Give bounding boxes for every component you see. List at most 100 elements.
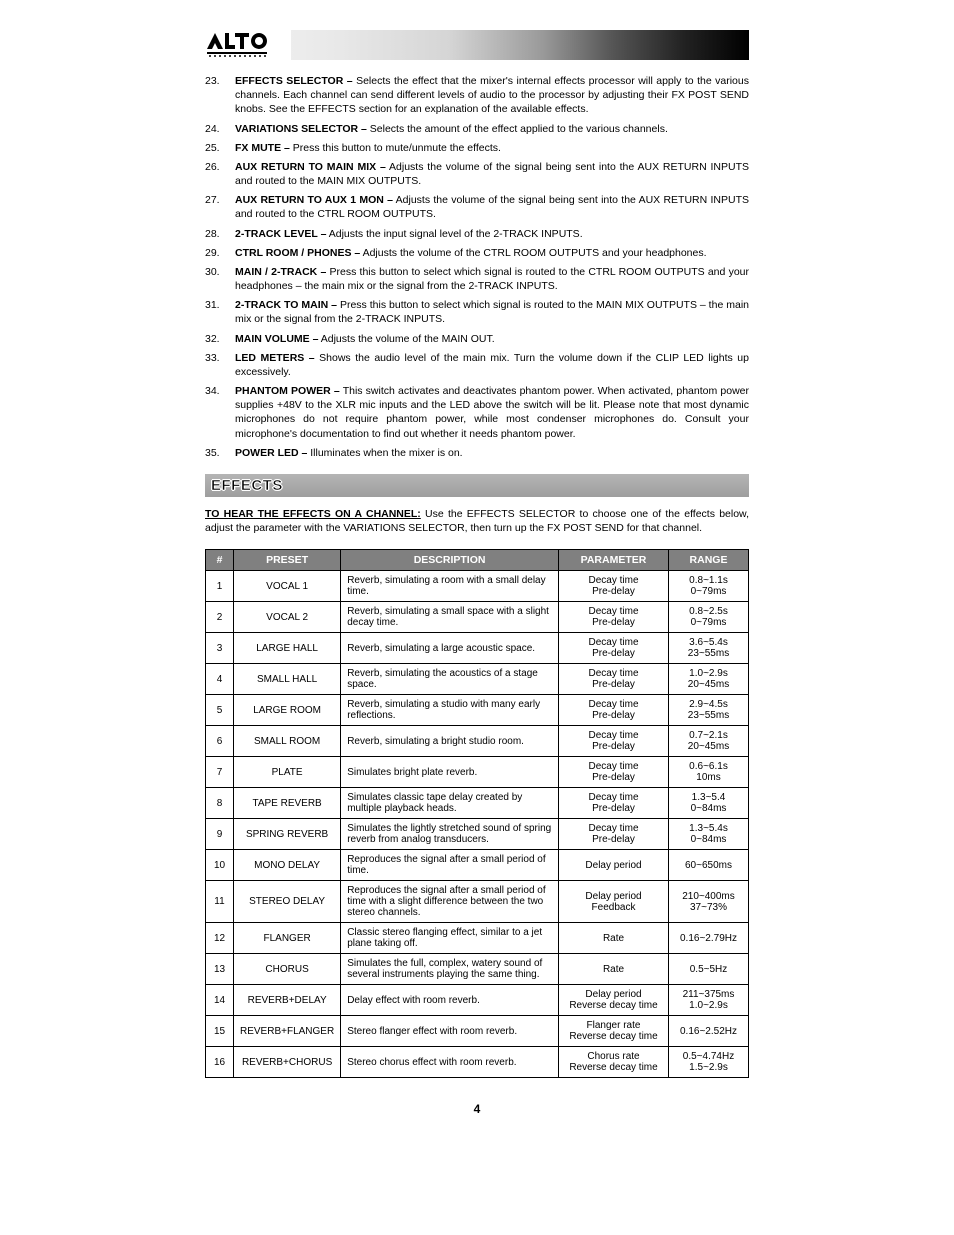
cell-description: Reverb, simulating a bright studio room. (341, 726, 559, 757)
cell-description: Stereo flanger effect with room reverb. (341, 1016, 559, 1047)
definition-item: 27.AUX RETURN TO AUX 1 MON – Adjusts the… (205, 193, 749, 221)
cell-range: 3.6~5.4s 23~55ms (669, 633, 749, 664)
definition-body: 2-TRACK TO MAIN – Press this button to s… (235, 298, 749, 326)
table-row: 9SPRING REVERBSimulates the lightly stre… (206, 819, 749, 850)
definition-body: PHANTOM POWER – This switch activates an… (235, 384, 749, 441)
definition-number: 32. (205, 332, 235, 346)
definition-number: 27. (205, 193, 235, 221)
cell-preset: VOCAL 1 (234, 571, 341, 602)
definition-body: VARIATIONS SELECTOR – Selects the amount… (235, 122, 749, 136)
definition-item: 32.MAIN VOLUME – Adjusts the volume of t… (205, 332, 749, 346)
table-header: PRESET (234, 550, 341, 571)
definition-title: CTRL ROOM / PHONES – (235, 247, 360, 259)
definition-title: MAIN VOLUME – (235, 333, 318, 345)
header-gradient (205, 30, 749, 60)
cell-preset: VOCAL 2 (234, 602, 341, 633)
definition-number: 35. (205, 446, 235, 460)
cell-preset: SMALL ROOM (234, 726, 341, 757)
cell-number: 4 (206, 664, 234, 695)
cell-parameter: Decay time Pre-delay (559, 757, 669, 788)
cell-number: 15 (206, 1016, 234, 1047)
section-heading-bar: EFFECTS (205, 474, 749, 497)
cell-description: Delay effect with room reverb. (341, 985, 559, 1016)
definition-item: 24.VARIATIONS SELECTOR – Selects the amo… (205, 122, 749, 136)
table-row: 14REVERB+DELAYDelay effect with room rev… (206, 985, 749, 1016)
cell-preset: LARGE ROOM (234, 695, 341, 726)
table-header: # (206, 550, 234, 571)
cell-range: 0.16~2.52Hz (669, 1016, 749, 1047)
definition-body: LED METERS – Shows the audio level of th… (235, 351, 749, 379)
definition-text: Press this button to mute/unmute the eff… (290, 142, 501, 154)
cell-parameter: Chorus rate Reverse decay time (559, 1047, 669, 1078)
table-row: 16REVERB+CHORUSStereo chorus effect with… (206, 1047, 749, 1078)
table-row: 5LARGE ROOMReverb, simulating a studio w… (206, 695, 749, 726)
cell-parameter: Delay period (559, 850, 669, 881)
cell-range: 2.9~4.5s 23~55ms (669, 695, 749, 726)
definition-body: AUX RETURN TO AUX 1 MON – Adjusts the vo… (235, 193, 749, 221)
definition-item: 25.FX MUTE – Press this button to mute/u… (205, 141, 749, 155)
definition-number: 29. (205, 246, 235, 260)
cell-parameter: Decay time Pre-delay (559, 788, 669, 819)
definition-number: 25. (205, 141, 235, 155)
definition-title: FX MUTE – (235, 142, 290, 154)
cell-range: 0.8~1.1s 0~79ms (669, 571, 749, 602)
definition-body: FX MUTE – Press this button to mute/unmu… (235, 141, 749, 155)
cell-range: 0.8~2.5s 0~79ms (669, 602, 749, 633)
definition-body: MAIN VOLUME – Adjusts the volume of the … (235, 332, 749, 346)
cell-preset: LARGE HALL (234, 633, 341, 664)
cell-number: 14 (206, 985, 234, 1016)
definition-text: Adjusts the volume of the MAIN OUT. (318, 333, 494, 345)
definition-title: PHANTOM POWER – (235, 385, 340, 397)
cell-range: 1.0~2.9s 20~45ms (669, 664, 749, 695)
definition-number: 23. (205, 74, 235, 117)
definition-item: 30.MAIN / 2-TRACK – Press this button to… (205, 265, 749, 293)
definition-text: Selects the amount of the effect applied… (367, 123, 668, 135)
cell-description: Reproduces the signal after a small peri… (341, 850, 559, 881)
definition-title: LED METERS – (235, 352, 315, 364)
definition-item: 23.EFFECTS SELECTOR – Selects the effect… (205, 74, 749, 117)
definitions-list: 23.EFFECTS SELECTOR – Selects the effect… (205, 74, 749, 460)
cell-parameter: Decay time Pre-delay (559, 633, 669, 664)
cell-number: 16 (206, 1047, 234, 1078)
cell-preset: TAPE REVERB (234, 788, 341, 819)
effects-table: #PRESETDESCRIPTIONPARAMETERRANGE 1VOCAL … (205, 549, 749, 1078)
cell-description: Stereo chorus effect with room reverb. (341, 1047, 559, 1078)
cell-preset: SPRING REVERB (234, 819, 341, 850)
definition-number: 33. (205, 351, 235, 379)
cell-number: 12 (206, 923, 234, 954)
cell-number: 7 (206, 757, 234, 788)
definition-title: EFFECTS SELECTOR – (235, 75, 353, 87)
cell-preset: MONO DELAY (234, 850, 341, 881)
cell-parameter: Rate (559, 923, 669, 954)
cell-description: Simulates the lightly stretched sound of… (341, 819, 559, 850)
brand-logo (205, 30, 291, 60)
definition-body: AUX RETURN TO MAIN MIX – Adjusts the vol… (235, 160, 749, 188)
definition-body: 2-TRACK LEVEL – Adjusts the input signal… (235, 227, 749, 241)
definition-body: POWER LED – Illuminates when the mixer i… (235, 446, 749, 460)
cell-number: 9 (206, 819, 234, 850)
table-row: 12FLANGERClassic stereo flanging effect,… (206, 923, 749, 954)
cell-preset: REVERB+DELAY (234, 985, 341, 1016)
definition-number: 34. (205, 384, 235, 441)
cell-parameter: Decay time Pre-delay (559, 695, 669, 726)
cell-range: 0.16~2.79Hz (669, 923, 749, 954)
cell-number: 1 (206, 571, 234, 602)
cell-parameter: Decay time Pre-delay (559, 664, 669, 695)
definition-title: POWER LED – (235, 447, 307, 459)
definition-number: 28. (205, 227, 235, 241)
cell-description: Reverb, simulating the acoustics of a st… (341, 664, 559, 695)
intro-lead: TO HEAR THE EFFECTS ON A CHANNEL: (205, 508, 421, 520)
cell-number: 10 (206, 850, 234, 881)
cell-number: 3 (206, 633, 234, 664)
definition-item: 33.LED METERS – Shows the audio level of… (205, 351, 749, 379)
table-row: 10MONO DELAYReproduces the signal after … (206, 850, 749, 881)
definition-text: Illuminates when the mixer is on. (307, 447, 462, 459)
cell-preset: PLATE (234, 757, 341, 788)
definition-title: 2-TRACK LEVEL – (235, 228, 326, 240)
cell-range: 0.7~2.1s 20~45ms (669, 726, 749, 757)
cell-parameter: Delay period Feedback (559, 881, 669, 923)
table-row: 3LARGE HALLReverb, simulating a large ac… (206, 633, 749, 664)
cell-range: 60~650ms (669, 850, 749, 881)
cell-description: Reproduces the signal after a small peri… (341, 881, 559, 923)
cell-range: 0.5~4.74Hz 1.5~2.9s (669, 1047, 749, 1078)
